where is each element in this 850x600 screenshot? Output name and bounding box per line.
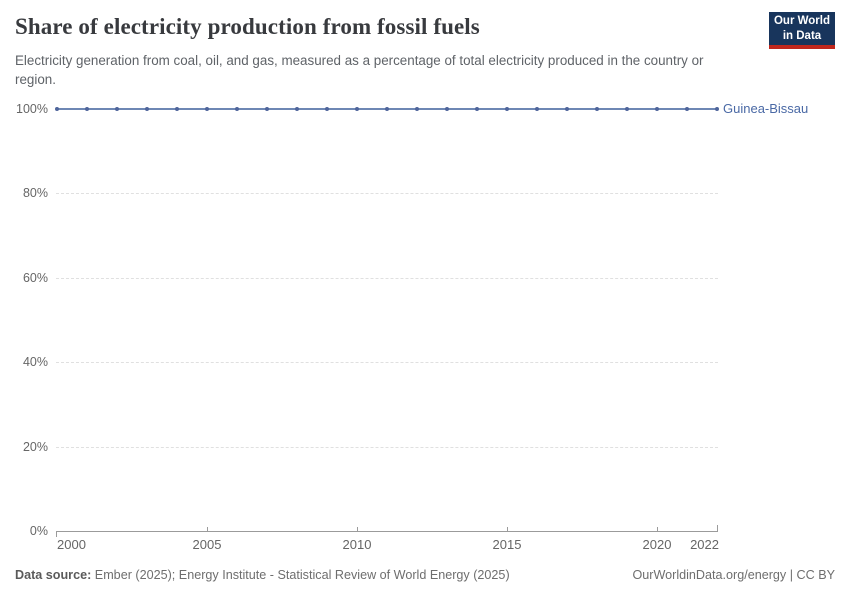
data-source: Data source: Ember (2025); Energy Instit… [15,568,510,582]
data-point [685,107,689,111]
y-axis-tick-label: 80% [22,186,48,201]
data-point [505,107,509,111]
data-point [325,107,329,111]
data-point [205,107,209,111]
x-axis-tick [356,527,358,531]
logo-line-2: in Data [782,29,822,42]
data-point [715,107,719,111]
owid-logo: Our World in Data [769,12,835,49]
x-axis-tick-label: 2015 [492,537,522,552]
data-point [355,107,359,111]
data-point [265,107,269,111]
data-point [115,107,119,111]
x-axis-tick-label: 2010 [342,537,372,552]
x-axis-tick-label: 2005 [192,537,222,552]
data-point [625,107,629,111]
x-axis-tick [206,527,208,531]
data-point [445,107,449,111]
data-source-label: Data source: [15,568,92,582]
x-axis-endcap-right [717,525,718,531]
y-axis-tick-label: 60% [22,270,48,285]
data-point [595,107,599,111]
logo-line-1: Our World [773,15,830,28]
x-axis-tick-label: 2000 [57,537,86,552]
chart-subtitle: Electricity generation from coal, oil, a… [15,53,704,87]
y-gridline [56,446,718,448]
chart-title: Share of electricity production from fos… [15,14,480,39]
x-axis-line [56,531,718,532]
data-point [295,107,299,111]
x-axis-tick [656,527,658,531]
data-point [55,107,59,111]
data-point [415,107,419,111]
x-axis-tick-label: 2020 [642,537,672,552]
data-source-text: Ember (2025); Energy Institute - Statist… [91,568,510,582]
data-point [475,107,479,111]
x-axis-tick [506,527,508,531]
y-axis-tick-label: 40% [22,355,48,370]
data-point [145,107,149,111]
credit-line: OurWorldinData.org/energy | CC BY [632,568,835,582]
data-point [385,107,389,111]
chart-footer: Data source: Ember (2025); Energy Instit… [15,568,835,582]
x-axis-tick-label: 2022 [690,537,719,552]
y-gridline [56,193,718,195]
data-point [175,107,179,111]
data-point [565,107,569,111]
y-gridline [56,362,718,364]
y-axis-tick-label: 0% [29,524,48,538]
data-point [85,107,89,111]
data-point [235,107,239,111]
y-axis-tick-label: 20% [22,439,48,454]
y-gridline [56,277,718,279]
y-axis-tick-label: 100% [16,102,48,116]
x-axis-endcap-left [56,531,57,537]
data-point [535,107,539,111]
data-point [655,107,659,111]
entity-label: Guinea-Bissau [723,101,809,116]
